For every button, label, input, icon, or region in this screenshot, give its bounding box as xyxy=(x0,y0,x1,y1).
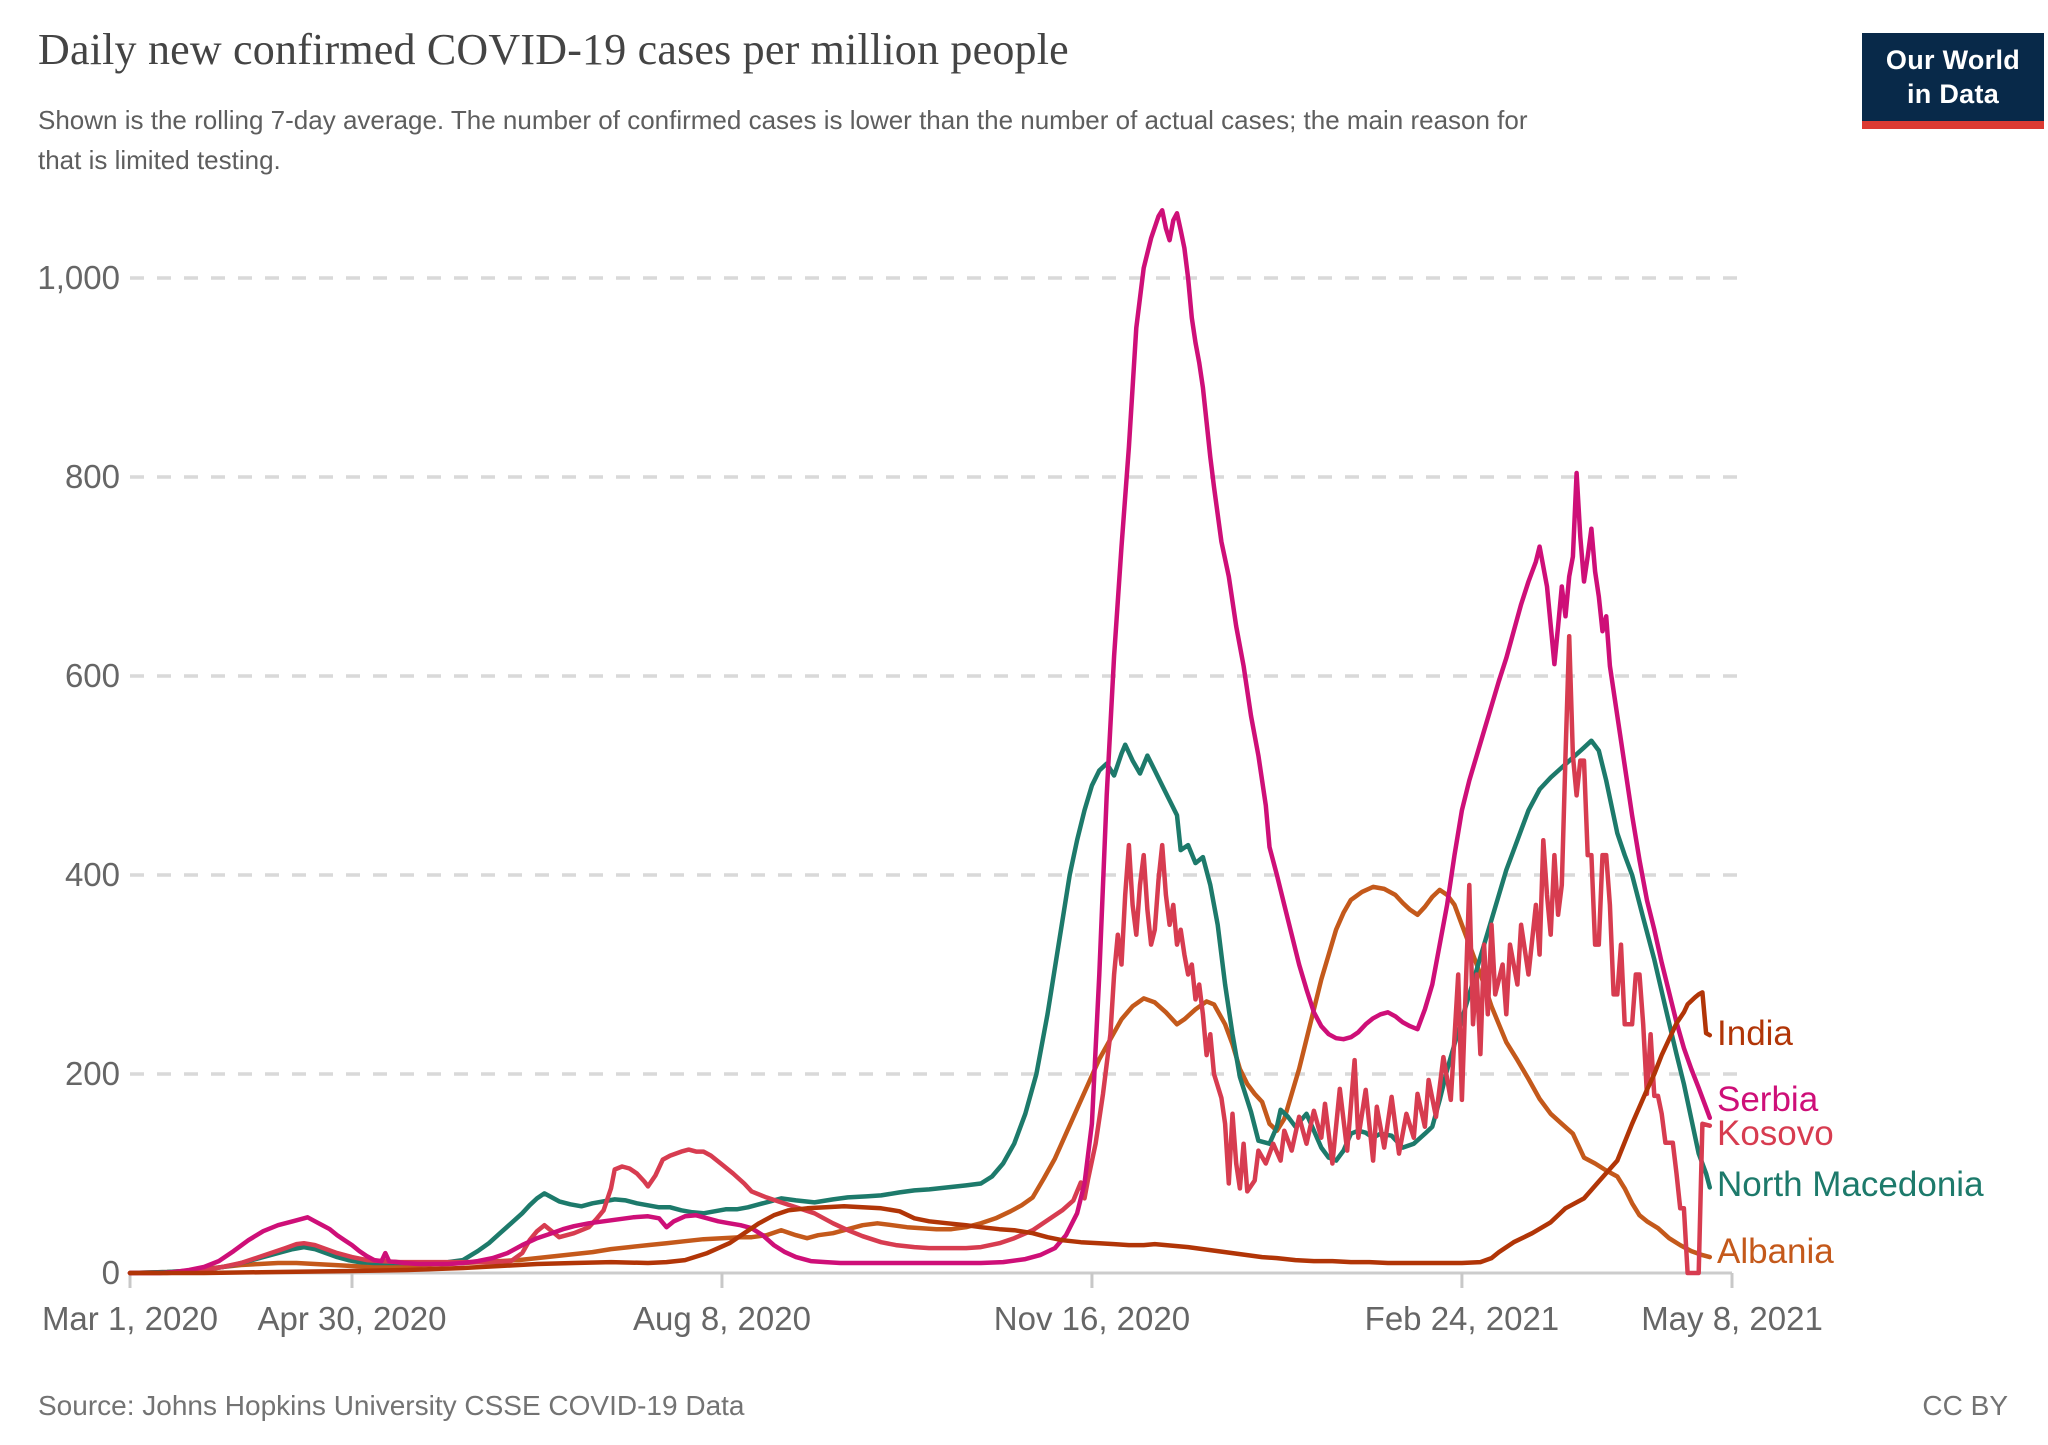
owid-logo-box: Our World in Data xyxy=(1862,33,2044,121)
y-tick-label-400: 400 xyxy=(65,856,120,893)
x-tick-label-3: Nov 16, 2020 xyxy=(994,1300,1190,1337)
series-line-albania xyxy=(127,884,1713,1276)
series-line-kosovo xyxy=(127,633,1713,1276)
series-line-serbia xyxy=(127,208,1713,1276)
owid-logo[interactable]: Our World in Data xyxy=(1862,33,2044,129)
source-note: Source: Johns Hopkins University CSSE CO… xyxy=(38,1390,745,1421)
y-tick-label-800: 800 xyxy=(65,458,120,495)
owid-logo-line1: Our World xyxy=(1885,45,2021,75)
license-link[interactable]: CC BY xyxy=(1922,1390,2008,1421)
y-tick-label-200: 200 xyxy=(65,1055,120,1092)
x-tick-label-5: May 8, 2021 xyxy=(1641,1300,1823,1337)
y-tick-label-600: 600 xyxy=(65,657,120,694)
chart-subtitle: Shown is the rolling 7-day average. The … xyxy=(38,100,1528,180)
chart-subtitle-line2: that is limited testing. xyxy=(38,145,281,175)
x-tick-label-2: Aug 8, 2020 xyxy=(633,1300,811,1337)
y-tick-label-0: 0 xyxy=(102,1254,120,1291)
owid-logo-line2: in Data xyxy=(1906,79,2000,109)
page-title: Daily new confirmed COVID-19 cases per m… xyxy=(38,25,1069,74)
x-tick-label-0: Mar 1, 2020 xyxy=(42,1300,218,1337)
chart-subtitle-line1: Shown is the rolling 7-day average. The … xyxy=(38,105,1528,135)
series-line-india xyxy=(127,990,1713,1276)
x-tick-label-1: Apr 30, 2020 xyxy=(257,1300,446,1337)
owid-logo-red-bar xyxy=(1862,121,2044,129)
y-tick-label-1000: 1,000 xyxy=(37,259,120,296)
x-tick-label-4: Feb 24, 2021 xyxy=(1365,1300,1560,1337)
